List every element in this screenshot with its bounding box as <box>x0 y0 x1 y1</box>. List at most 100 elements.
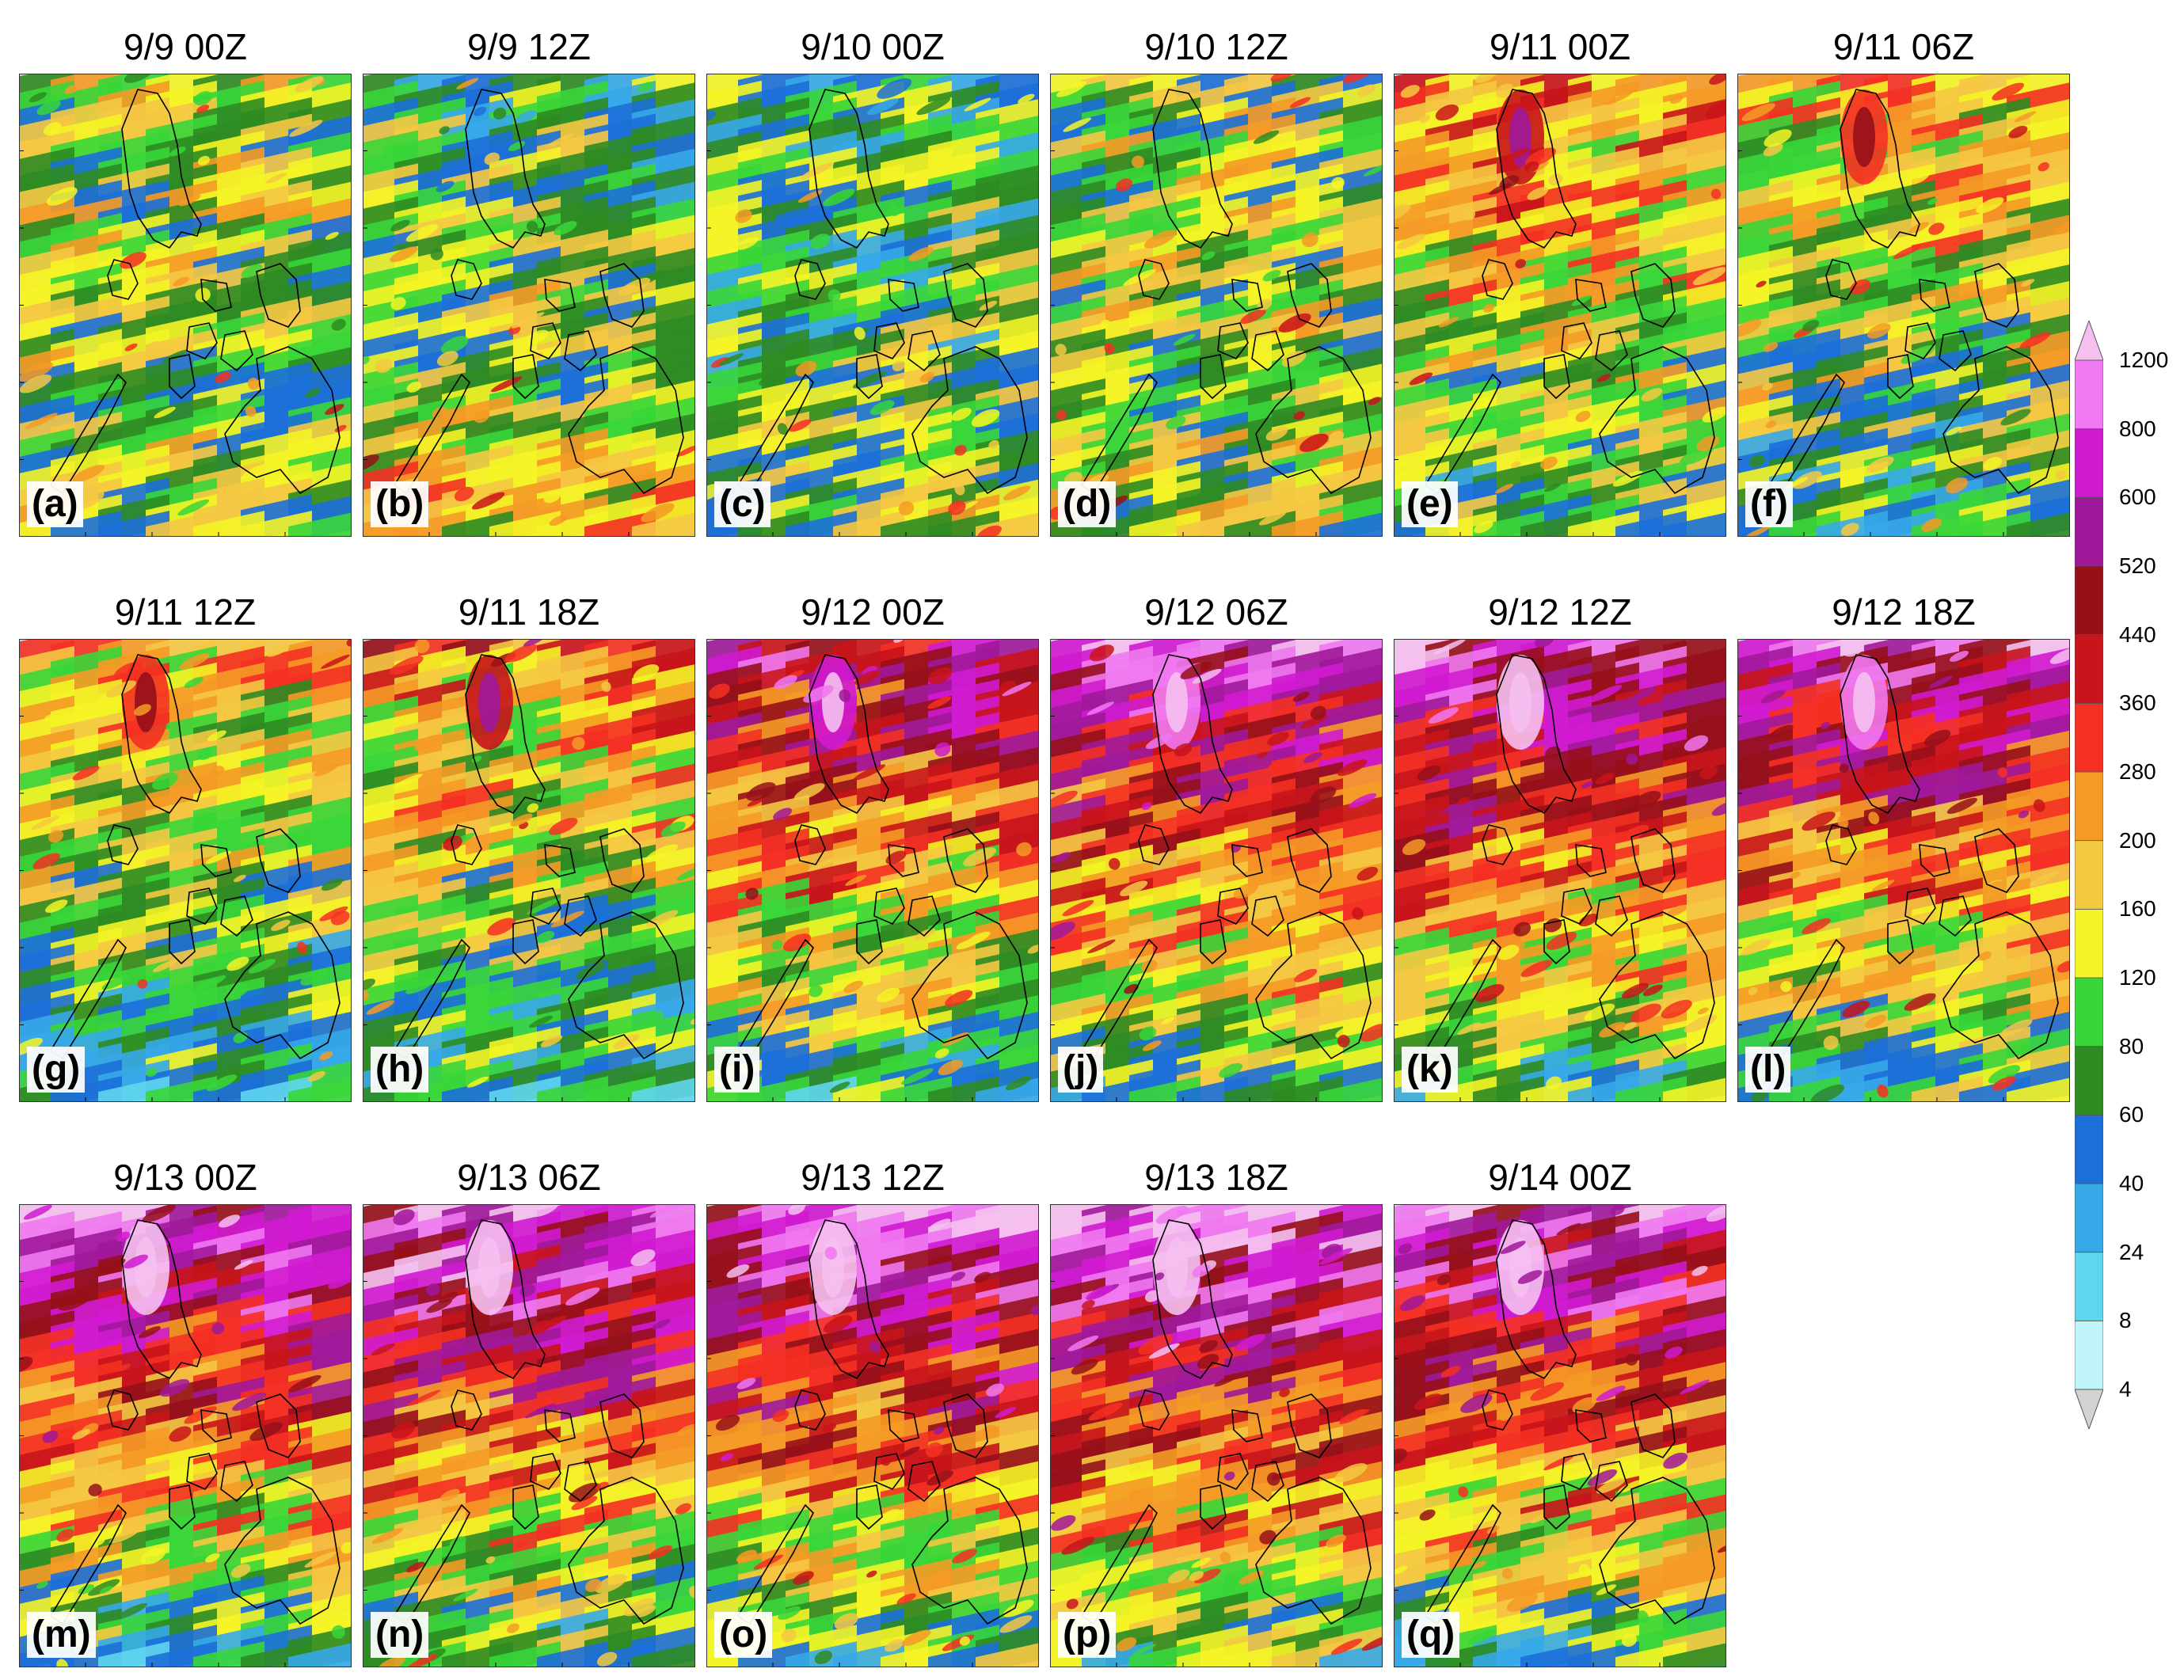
colorbar-tick-label: 600 <box>2119 485 2156 510</box>
colorbar-segment <box>2075 496 2103 567</box>
colorbar-segment <box>2075 428 2103 498</box>
panel-title: 9/14 00Z <box>1488 1157 1632 1198</box>
precipitation-map <box>1394 1204 1726 1667</box>
colorbar-tick-label: 360 <box>2119 690 2156 716</box>
precipitation-map <box>363 1204 695 1667</box>
precipitation-map <box>706 74 1039 537</box>
map-panel: 9/12 18Z (l) <box>1737 591 2070 1102</box>
panel-letter: (b) <box>371 481 429 527</box>
colorbar-segment <box>2075 1046 2103 1116</box>
panel-title: 9/13 00Z <box>113 1157 257 1198</box>
panel-letter: (g) <box>27 1047 86 1093</box>
map-panel: 9/13 00Z (m) <box>19 1157 352 1667</box>
panel-letter: (i) <box>714 1047 760 1093</box>
colorbar-bottom-triangle <box>2075 1389 2103 1429</box>
map-panel: 9/13 18Z (p) <box>1050 1157 1383 1667</box>
panel-title: 9/11 00Z <box>1489 26 1631 67</box>
map-panel: 9/12 12Z (k) <box>1394 591 1726 1102</box>
panel-title: 9/10 12Z <box>1144 26 1288 67</box>
panel-title: 9/12 00Z <box>801 591 945 633</box>
panel-letter: (e) <box>1402 481 1458 527</box>
colorbar-segment <box>2075 565 2103 636</box>
panel-letter: (d) <box>1058 481 1117 527</box>
panel-letter: (p) <box>1058 1612 1117 1658</box>
map-panel: 9/13 06Z (n) <box>363 1157 695 1667</box>
precipitation-map <box>706 1204 1039 1667</box>
map-panel: 9/9 12Z (b) <box>363 26 695 537</box>
colorbar-tick-label: 200 <box>2119 827 2156 853</box>
panel-letter: (q) <box>1402 1612 1460 1658</box>
precipitation-map <box>1737 639 2070 1102</box>
panel-title: 9/12 18Z <box>1832 591 1976 633</box>
panel-letter: (o) <box>714 1612 773 1658</box>
panel-title: 9/11 06Z <box>1832 26 1975 67</box>
panel-letter: (h) <box>371 1047 429 1093</box>
panel-letter: (a) <box>27 481 83 527</box>
colorbar-tick-label: 520 <box>2119 553 2156 578</box>
colorbar-segment <box>2075 1183 2103 1253</box>
colorbar-segment <box>2075 1114 2103 1184</box>
panel-letter: (j) <box>1058 1047 1104 1093</box>
panel-letter: (f) <box>1745 481 1793 527</box>
colorbar <box>2075 321 2103 1429</box>
map-panel: 9/9 00Z (a) <box>19 26 352 537</box>
map-panel: 9/11 06Z (f) <box>1737 26 2070 537</box>
precipitation-map <box>1394 639 1726 1102</box>
map-panel: 9/14 00Z (q) <box>1394 1157 1726 1667</box>
precipitation-map <box>19 74 352 537</box>
colorbar-segment <box>2075 634 2103 704</box>
map-panel: 9/11 18Z (h) <box>363 591 695 1102</box>
precipitation-map <box>363 639 695 1102</box>
map-panel: 9/11 12Z (g) <box>19 591 352 1102</box>
precipitation-map <box>706 639 1039 1102</box>
panel-title: 9/12 12Z <box>1488 591 1632 633</box>
precipitation-map <box>19 639 352 1102</box>
panel-title: 9/13 06Z <box>457 1157 601 1198</box>
colorbar-top-triangle <box>2075 321 2103 361</box>
colorbar-segment <box>2075 908 2103 979</box>
panel-letter: (k) <box>1402 1047 1458 1093</box>
colorbar-tick-label: 440 <box>2119 621 2156 647</box>
colorbar-tick-label: 160 <box>2119 896 2156 922</box>
colorbar-segment <box>2075 1252 2103 1321</box>
colorbar-tick-label: 1200 <box>2119 348 2169 372</box>
precipitation-map <box>1050 639 1383 1102</box>
precipitation-map <box>1737 74 2070 537</box>
map-panel: 9/13 12Z (o) <box>706 1157 1039 1667</box>
map-panel: 9/12 00Z (i) <box>706 591 1039 1102</box>
colorbar-segment <box>2075 771 2103 842</box>
panel-letter: (n) <box>371 1612 429 1658</box>
colorbar-tick-label: 4 <box>2119 1377 2132 1401</box>
precipitation-map <box>1050 1204 1383 1667</box>
panel-title: 9/9 00Z <box>124 26 247 67</box>
precipitation-map <box>363 74 695 537</box>
map-panel: 9/10 00Z (c) <box>706 26 1039 537</box>
panel-title: 9/13 18Z <box>1144 1157 1288 1198</box>
colorbar-tick-label: 280 <box>2119 759 2156 784</box>
colorbar-segment <box>2075 840 2103 910</box>
panel-title: 9/13 12Z <box>801 1157 945 1198</box>
panel-title: 9/12 06Z <box>1144 591 1288 633</box>
colorbar-segment <box>2075 1320 2103 1390</box>
colorbar-segment <box>2075 359 2103 430</box>
precipitation-map <box>1050 74 1383 537</box>
colorbar-segment <box>2075 702 2103 773</box>
panel-title: 9/11 12Z <box>114 591 257 633</box>
panel-title: 9/9 12Z <box>467 26 591 67</box>
colorbar-tick-label: 800 <box>2119 416 2156 441</box>
panel-letter: (m) <box>27 1612 96 1658</box>
colorbar-tick-label: 8 <box>2119 1308 2132 1333</box>
precipitation-map <box>1394 74 1726 537</box>
map-panel: 9/10 12Z (d) <box>1050 26 1383 537</box>
colorbar-tick-label: 40 <box>2119 1171 2144 1195</box>
precipitation-map <box>19 1204 352 1667</box>
map-panel: 9/12 06Z (j) <box>1050 591 1383 1102</box>
colorbar-tick-label: 80 <box>2119 1033 2144 1059</box>
panel-letter: (l) <box>1745 1047 1791 1093</box>
colorbar-tick-label: 60 <box>2119 1102 2144 1127</box>
panel-letter: (c) <box>714 481 770 527</box>
colorbar-segment <box>2075 977 2103 1047</box>
map-panel: 9/11 00Z (e) <box>1394 26 1726 537</box>
colorbar-tick-label: 24 <box>2119 1239 2144 1264</box>
panel-title: 9/10 00Z <box>801 26 945 67</box>
